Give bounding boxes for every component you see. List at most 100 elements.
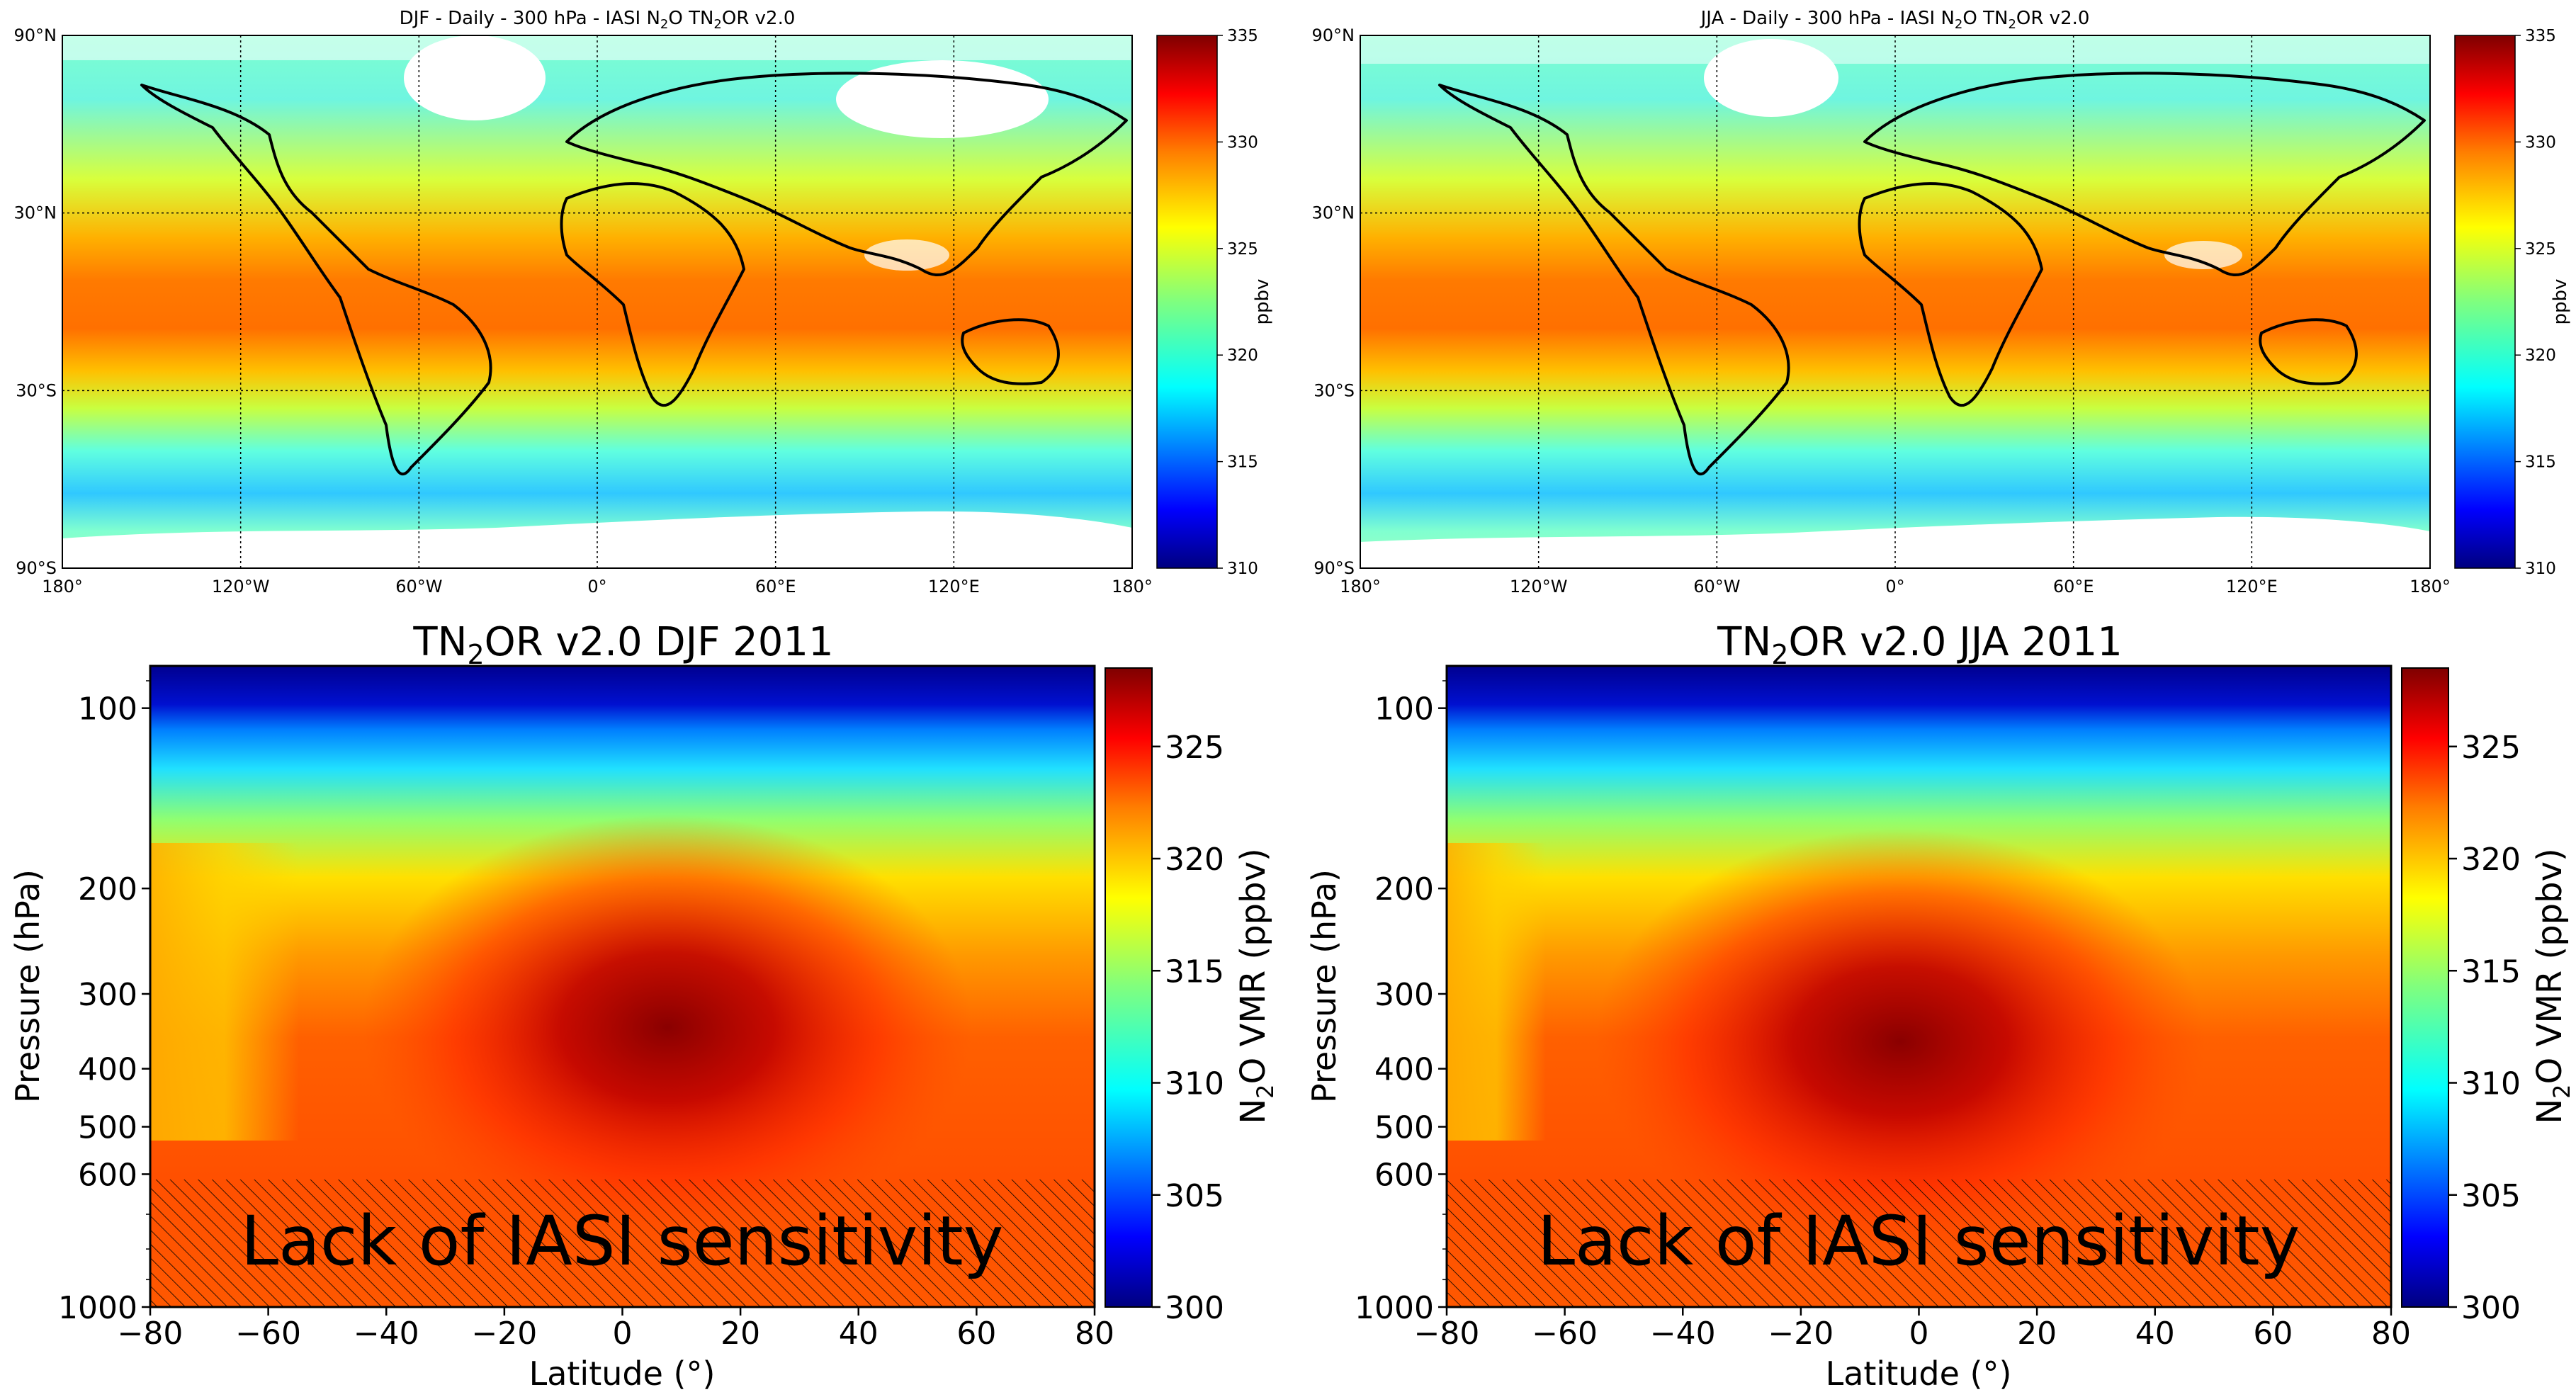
colorbar-tick-label: 310 bbox=[1227, 560, 1258, 578]
lon-tick-label: 180° bbox=[1340, 577, 1381, 596]
cross-djf-ticks: −80 −60 −40 −20 0 20 40 60 80 100 200 300 400 500 600 1… bbox=[58, 680, 1114, 1352]
pressure-tick-label: 600 bbox=[78, 1157, 137, 1193]
map-djf-siberia-gap bbox=[836, 60, 1049, 138]
lat-tick-label: −80 bbox=[118, 1316, 183, 1352]
colorbar-tick-label: 320 bbox=[2525, 346, 2556, 365]
lat-tick-label: 0 bbox=[613, 1316, 633, 1352]
lon-tick-label: 120°E bbox=[2226, 577, 2278, 596]
pressure-tick-label: 500 bbox=[1374, 1110, 1434, 1146]
pressure-tick-label: 300 bbox=[78, 977, 137, 1013]
lon-tick-label: 180° bbox=[42, 577, 83, 596]
map-jja-title: JJA - Daily - 300 hPa - IASI N2O TN2OR v… bbox=[1700, 8, 2090, 32]
cross-jja: TN2OR v2.0 JJA 2011 Lack of IASI sensiti… bbox=[1305, 619, 2575, 1393]
cross-jja-colorbar bbox=[2401, 667, 2449, 1308]
lat-tick-label: 30°N bbox=[1312, 203, 1355, 223]
colorbar-tick-label: 330 bbox=[1227, 133, 1258, 152]
map-djf: DJF - Daily - 300 hPa - IASI N2O TN2OR v… bbox=[14, 8, 1274, 596]
map-djf-colorbar-label: ppbv bbox=[1252, 279, 1273, 325]
colorbar-tick-label: 300 bbox=[2461, 1290, 2521, 1326]
lat-tick-label: 90°S bbox=[16, 558, 57, 578]
map-djf-antarctica bbox=[62, 511, 1132, 568]
colorbar-tick-label: 315 bbox=[1227, 453, 1258, 472]
cross-djf-maximum-core bbox=[363, 815, 972, 1240]
cross-djf-title: TN2OR v2.0 DJF 2011 bbox=[412, 619, 833, 670]
cross-jja-ylabel: Pressure (hPa) bbox=[1305, 869, 1343, 1103]
colorbar-tick-label: 335 bbox=[2525, 27, 2556, 45]
lat-tick-label: 90°N bbox=[1312, 26, 1355, 45]
pressure-tick-label: 400 bbox=[78, 1052, 137, 1088]
colorbar-tick-label: 310 bbox=[1165, 1066, 1224, 1102]
pressure-tick-label: 300 bbox=[1374, 977, 1434, 1013]
colorbar-tick-label: 325 bbox=[1227, 240, 1258, 259]
lat-tick-label: 30°S bbox=[16, 380, 57, 400]
cross-jja-colorbar-ticks: 300 305 310 315 320 325 bbox=[2448, 730, 2521, 1326]
cross-djf-colorbar bbox=[1105, 667, 1153, 1308]
lon-tick-label: 60°E bbox=[2053, 577, 2094, 596]
lat-tick-label: 0 bbox=[1909, 1316, 1929, 1352]
cross-jja-xlabel: Latitude (°) bbox=[1826, 1354, 2012, 1393]
map-jja-colorbar bbox=[2454, 35, 2516, 569]
map-jja-colorbar-ticks: 310 315 320 325 330 335 bbox=[2515, 27, 2556, 578]
lon-tick-label: 120°W bbox=[1510, 577, 1568, 596]
map-djf-title: DJF - Daily - 300 hPa - IASI N2O TN2OR v… bbox=[400, 8, 796, 32]
colorbar-tick-label: 325 bbox=[2525, 240, 2556, 259]
lon-tick-label: 60°W bbox=[395, 577, 442, 596]
lon-tick-label: 0° bbox=[587, 577, 606, 596]
map-djf-ticks: 180° 120°W 60°W 0° 60°E 120°E 180° 90°N 30°N 30°S… bbox=[14, 26, 1153, 596]
colorbar-tick-label: 315 bbox=[2461, 954, 2521, 990]
lat-tick-label: 40 bbox=[2135, 1316, 2175, 1352]
cross-jja-insensitive-region bbox=[1447, 1180, 2391, 1307]
colorbar-tick-label: 335 bbox=[1227, 27, 1258, 45]
map-djf-colorbar-ticks: 310 315 320 325 330 335 bbox=[1217, 27, 1258, 578]
colorbar-tick-label: 325 bbox=[1165, 730, 1224, 766]
cross-djf-colorbar-label: N2O VMR (ppbv) bbox=[1233, 848, 1279, 1124]
colorbar-tick-label: 320 bbox=[2461, 842, 2521, 878]
lon-tick-label: 60°E bbox=[755, 577, 796, 596]
colorbar-tick-label: 310 bbox=[2525, 560, 2556, 578]
cross-djf-ylabel: Pressure (hPa) bbox=[9, 869, 47, 1103]
lon-tick-label: 180° bbox=[1112, 577, 1153, 596]
cross-djf-insensitive-region bbox=[150, 1180, 1095, 1307]
pressure-tick-label: 400 bbox=[1374, 1052, 1434, 1088]
cross-jja-ticks: −80 −60 −40 −20 0 20 40 60 80 100 200 300 400 500 600 1… bbox=[1355, 680, 2411, 1352]
lat-tick-label: −40 bbox=[1650, 1316, 1716, 1352]
cross-jja-annotation: Lack of IASI sensitivity bbox=[1537, 1201, 2300, 1281]
colorbar-tick-label: 315 bbox=[1165, 954, 1224, 990]
lat-tick-label: 20 bbox=[2017, 1316, 2057, 1352]
map-djf-tibet-gap bbox=[864, 239, 949, 271]
map-jja-greenland-gap bbox=[1704, 39, 1838, 117]
map-jja-arctic-gap bbox=[1360, 35, 2430, 64]
colorbar-tick-label: 320 bbox=[1165, 842, 1224, 878]
map-jja-field bbox=[1360, 35, 2430, 568]
lat-tick-label: 90°N bbox=[14, 26, 57, 45]
lat-tick-label: 40 bbox=[839, 1316, 879, 1352]
pressure-tick-label: 1000 bbox=[1355, 1290, 1434, 1326]
lat-tick-label: 80 bbox=[1075, 1316, 1114, 1352]
colorbar-tick-label: 300 bbox=[1165, 1290, 1224, 1326]
colorbar-tick-label: 310 bbox=[2461, 1066, 2521, 1102]
cross-jja-left-polar-band bbox=[1447, 843, 1546, 1141]
lat-tick-label: 80 bbox=[2371, 1316, 2411, 1352]
lon-tick-label: 60°W bbox=[1693, 577, 1740, 596]
pressure-tick-label: 200 bbox=[78, 871, 137, 907]
lat-tick-label: −80 bbox=[1414, 1316, 1480, 1352]
cross-jja-title: TN2OR v2.0 JJA 2011 bbox=[1717, 619, 2123, 670]
cross-djf: TN2OR v2.0 DJF 2011 Lack of IASI sensiti… bbox=[9, 619, 1279, 1393]
lon-tick-label: 120°W bbox=[212, 577, 270, 596]
map-jja: JJA - Daily - 300 hPa - IASI N2O TN2OR v… bbox=[1312, 8, 2572, 596]
colorbar-tick-label: 315 bbox=[2525, 453, 2556, 472]
map-jja-colorbar-label: ppbv bbox=[2550, 279, 2571, 325]
lat-tick-label: 30°N bbox=[14, 203, 57, 223]
lon-tick-label: 120°E bbox=[928, 577, 980, 596]
colorbar-tick-label: 330 bbox=[2525, 133, 2556, 152]
lat-tick-label: −20 bbox=[1768, 1316, 1834, 1352]
lat-tick-label: 90°S bbox=[1314, 558, 1355, 578]
colorbar-tick-label: 305 bbox=[1165, 1178, 1224, 1214]
map-jja-ticks: 180° 120°W 60°W 0° 60°E 120°E 180° 90°N 30°N 30°S… bbox=[1312, 26, 2451, 596]
cross-djf-annotation: Lack of IASI sensitivity bbox=[241, 1201, 1004, 1281]
pressure-tick-label: 600 bbox=[1374, 1157, 1434, 1193]
pressure-tick-label: 100 bbox=[78, 691, 137, 728]
map-jja-coastlines bbox=[1438, 72, 2426, 475]
pressure-tick-label: 500 bbox=[78, 1110, 137, 1146]
